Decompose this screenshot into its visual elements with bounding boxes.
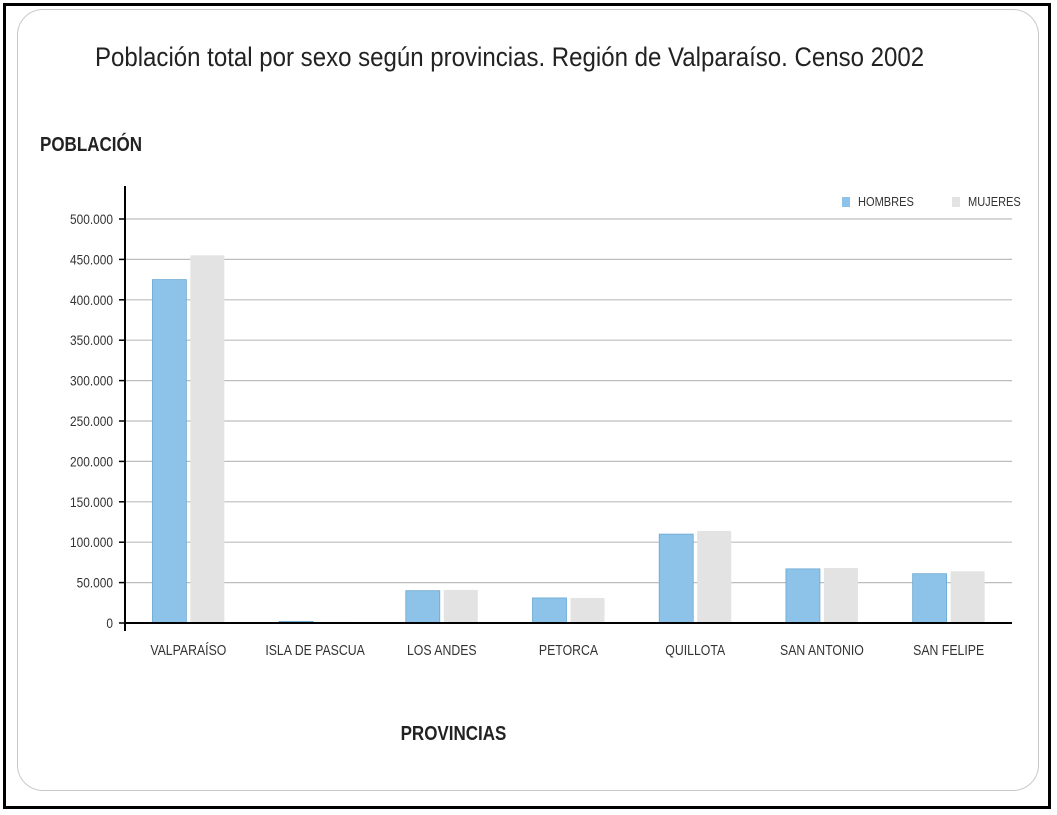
bars — [151, 255, 985, 624]
x-tick-label: QUILLOTA — [665, 642, 726, 658]
x-tick-label: ISLA DE PASCUA — [265, 642, 365, 658]
bar-hombres-4 — [658, 533, 694, 624]
x-axis-title: PROVINCIAS — [400, 723, 507, 745]
chart-title: Población total por sexo según provincia… — [94, 42, 925, 72]
legend: HOMBRES MUJERES — [842, 194, 1057, 209]
y-tick-label: 200.000 — [70, 453, 113, 469]
axes — [119, 186, 1012, 631]
y-tick-label: 500.000 — [70, 211, 113, 227]
legend-item-hombres: HOMBRES — [842, 194, 924, 209]
y-tick-label: 300.000 — [70, 373, 113, 389]
legend-swatch-hombres — [842, 196, 850, 207]
y-tick-label: 250.000 — [70, 413, 113, 429]
y-tick-label: 50.000 — [77, 575, 113, 591]
bar-mujeres-4 — [697, 530, 732, 623]
x-tick-label: SAN ANTONIO — [780, 642, 864, 658]
chart-card — [17, 9, 1039, 791]
y-tick-label: 450.000 — [70, 251, 113, 267]
legend-item-mujeres: MUJERES — [951, 194, 1030, 209]
bar-hombres-3 — [532, 597, 567, 624]
x-tick-label: VALPARAÍSO — [150, 641, 226, 658]
bar-hombres-5 — [785, 568, 821, 624]
x-tick-label: SAN FELIPE — [913, 642, 984, 658]
bar-hombres-2 — [405, 590, 441, 624]
x-tick-label: LOS ANDES — [407, 642, 477, 658]
y-tick-label: 0 — [106, 615, 113, 631]
bar-mujeres-5 — [823, 568, 858, 623]
bar-mujeres-6 — [950, 571, 985, 623]
legend-swatch-mujeres — [951, 196, 960, 207]
x-tick-label: PETORCA — [539, 642, 599, 658]
legend-label-mujeres: MUJERES — [967, 194, 1021, 209]
gridlines — [125, 218, 1012, 584]
y-tick-label: 400.000 — [70, 292, 113, 308]
bar-hombres-0 — [151, 279, 187, 624]
y-tick-label: 350.000 — [70, 332, 113, 348]
bar-mujeres-3 — [570, 597, 605, 623]
bar-mujeres-0 — [190, 255, 225, 624]
y-axis-title: POBLACIÓN — [40, 134, 142, 156]
y-tick-label: 150.000 — [70, 494, 113, 510]
bar-hombres-6 — [912, 573, 948, 624]
tick-labels: 0 50.000 100.000 150.000 200.000 250.000 300.0… — [70, 211, 984, 658]
legend-label-hombres: HOMBRES — [858, 194, 914, 209]
bar-mujeres-2 — [443, 589, 478, 623]
y-tick-label: 100.000 — [70, 534, 113, 550]
